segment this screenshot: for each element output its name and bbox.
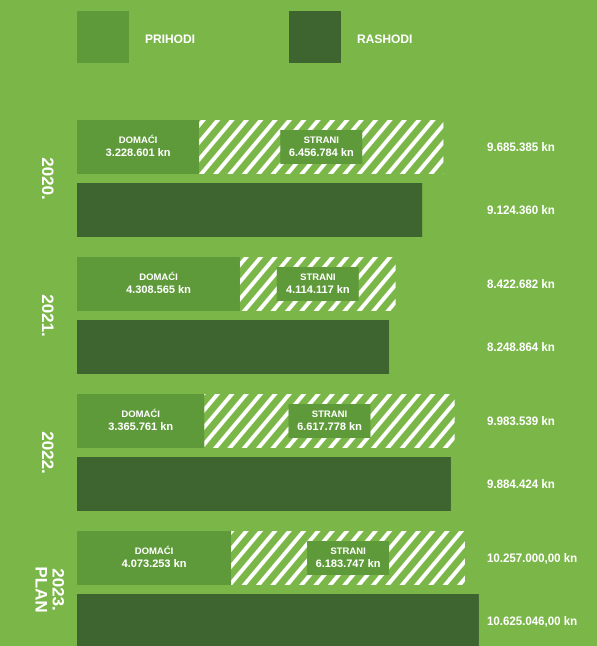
domaci-label: DOMAĆI [119,134,158,146]
prihodi-domaci-bar [77,394,205,448]
prihodi-total: 8.422.682 kn [487,279,555,291]
prihodi-domaci-bar [77,257,240,311]
strani-label: STRANI [330,546,365,557]
rashodi-bar [77,594,479,646]
year-label: 2023. [49,568,68,611]
strani-label-box [280,130,363,164]
rashodi-total: 9.884.424 kn [487,479,555,491]
legend-label-rashodi: RASHODI [357,32,412,46]
domaci-value: 3.365.761 kn [108,421,173,433]
domaci-label: DOMAĆI [121,408,160,420]
strani-value: 6.456.784 kn [289,147,354,159]
strani-label: STRANI [312,409,347,420]
domaci-label: DOMAĆI [139,271,178,283]
prihodi-total: 10.257.000,00 kn [487,553,577,565]
rashodi-bar [77,183,423,237]
legend-swatch-rashodi [289,11,341,63]
prihodi-total: 9.685.385 kn [487,142,555,154]
domaci-label: DOMAĆI [135,545,174,557]
prihodi-domaci-bar [77,531,232,585]
strani-value: 6.183.747 kn [316,558,381,570]
strani-value: 6.617.778 kn [297,421,362,433]
domaci-value: 3.228.601 kn [106,147,171,159]
rashodi-bar [77,320,390,374]
year-label: 2021. [38,294,57,337]
legend-swatch-prihodi [77,11,129,63]
legend: PRIHODI RASHODI [77,11,412,63]
strani-label: STRANI [300,272,335,283]
rashodi-total: 10.625.046,00 kn [487,616,577,628]
year-label: PLAN [32,566,51,612]
year-label: 2022. [38,431,57,474]
rashodi-bar [77,457,451,511]
rashodi-total: 8.248.864 kn [487,342,555,354]
strani-label-box [307,541,390,575]
domaci-value: 4.073.253 kn [122,558,187,570]
prihodi-total: 9.983.539 kn [487,416,555,428]
strani-label-box [276,267,359,301]
strani-label-box [288,404,371,438]
year-label: 2020. [38,157,57,200]
legend-label-prihodi: PRIHODI [145,32,195,46]
prihodi-domaci-bar [77,120,200,174]
strani-label: STRANI [304,135,339,146]
strani-value: 4.114.117 kn [286,284,350,296]
domaci-value: 4.308.565 kn [126,284,191,296]
rashodi-total: 9.124.360 kn [487,205,555,217]
